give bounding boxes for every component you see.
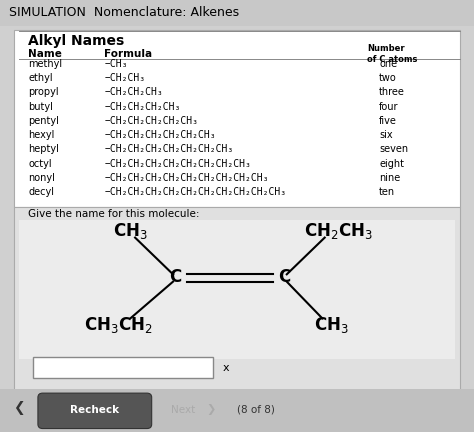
- Text: butyl: butyl: [28, 102, 53, 112]
- Text: −CH₂CH₂CH₂CH₂CH₂CH₂CH₃: −CH₂CH₂CH₂CH₂CH₂CH₂CH₃: [104, 144, 234, 155]
- Text: −CH₂CH₂CH₂CH₂CH₂CH₃: −CH₂CH₂CH₂CH₂CH₂CH₃: [104, 130, 216, 140]
- Text: propyl: propyl: [28, 87, 59, 98]
- Text: heptyl: heptyl: [28, 144, 59, 155]
- Text: ❯: ❯: [206, 404, 216, 415]
- Text: Formula: Formula: [104, 49, 153, 59]
- Text: −CH₂CH₂CH₂CH₂CH₃: −CH₂CH₂CH₂CH₂CH₃: [104, 116, 198, 126]
- Text: Recheck: Recheck: [70, 404, 119, 415]
- FancyBboxPatch shape: [33, 357, 213, 378]
- Text: CH$_3$: CH$_3$: [113, 221, 148, 241]
- Text: four: four: [379, 102, 399, 112]
- Text: seven: seven: [379, 144, 408, 155]
- Text: CH$_3$: CH$_3$: [314, 315, 349, 335]
- FancyBboxPatch shape: [0, 0, 474, 26]
- Text: (8 of 8): (8 of 8): [237, 404, 275, 415]
- Text: −CH₂CH₂CH₃: −CH₂CH₂CH₃: [104, 87, 163, 98]
- Text: five: five: [379, 116, 397, 126]
- Text: C: C: [169, 268, 182, 286]
- FancyBboxPatch shape: [19, 220, 455, 359]
- Text: −CH₃: −CH₃: [104, 59, 128, 69]
- Text: ethyl: ethyl: [28, 73, 53, 83]
- Text: −CH₂CH₂CH₂CH₃: −CH₂CH₂CH₂CH₃: [104, 102, 181, 112]
- Text: Give the name for this molecule:: Give the name for this molecule:: [28, 209, 200, 219]
- Text: eight: eight: [379, 159, 404, 169]
- Text: x: x: [223, 362, 229, 373]
- Text: CH$_2$CH$_3$: CH$_2$CH$_3$: [304, 221, 374, 241]
- Text: pentyl: pentyl: [28, 116, 59, 126]
- Text: −CH₂CH₃: −CH₂CH₃: [104, 73, 146, 83]
- Text: −CH₂CH₂CH₂CH₂CH₂CH₂CH₂CH₂CH₂CH₃: −CH₂CH₂CH₂CH₂CH₂CH₂CH₂CH₂CH₂CH₃: [104, 187, 286, 197]
- Text: −CH₂CH₂CH₂CH₂CH₂CH₂CH₂CH₂CH₃: −CH₂CH₂CH₂CH₂CH₂CH₂CH₂CH₂CH₃: [104, 173, 269, 183]
- FancyBboxPatch shape: [14, 207, 460, 393]
- Text: ten: ten: [379, 187, 395, 197]
- Text: two: two: [379, 73, 397, 83]
- FancyBboxPatch shape: [38, 393, 152, 429]
- Text: −CH₂CH₂CH₂CH₂CH₂CH₂CH₂CH₃: −CH₂CH₂CH₂CH₂CH₂CH₂CH₂CH₃: [104, 159, 251, 169]
- Text: C: C: [278, 268, 291, 286]
- Text: one: one: [379, 59, 397, 69]
- Text: hexyl: hexyl: [28, 130, 55, 140]
- FancyBboxPatch shape: [0, 389, 474, 432]
- Text: SIMULATION  Nomenclature: Alkenes: SIMULATION Nomenclature: Alkenes: [9, 6, 239, 19]
- Text: ❮: ❮: [13, 401, 25, 415]
- Text: three: three: [379, 87, 405, 98]
- Text: six: six: [379, 130, 393, 140]
- Text: Next: Next: [171, 404, 195, 415]
- Text: CH$_3$CH$_2$: CH$_3$CH$_2$: [84, 315, 153, 335]
- Text: decyl: decyl: [28, 187, 55, 197]
- Text: methyl: methyl: [28, 59, 63, 69]
- Text: nonyl: nonyl: [28, 173, 55, 183]
- Text: nine: nine: [379, 173, 401, 183]
- FancyBboxPatch shape: [14, 30, 460, 207]
- Text: Name: Name: [28, 49, 62, 59]
- Text: Number
of C atoms: Number of C atoms: [367, 44, 418, 64]
- Text: Alkyl Names: Alkyl Names: [28, 34, 125, 48]
- Text: octyl: octyl: [28, 159, 52, 169]
